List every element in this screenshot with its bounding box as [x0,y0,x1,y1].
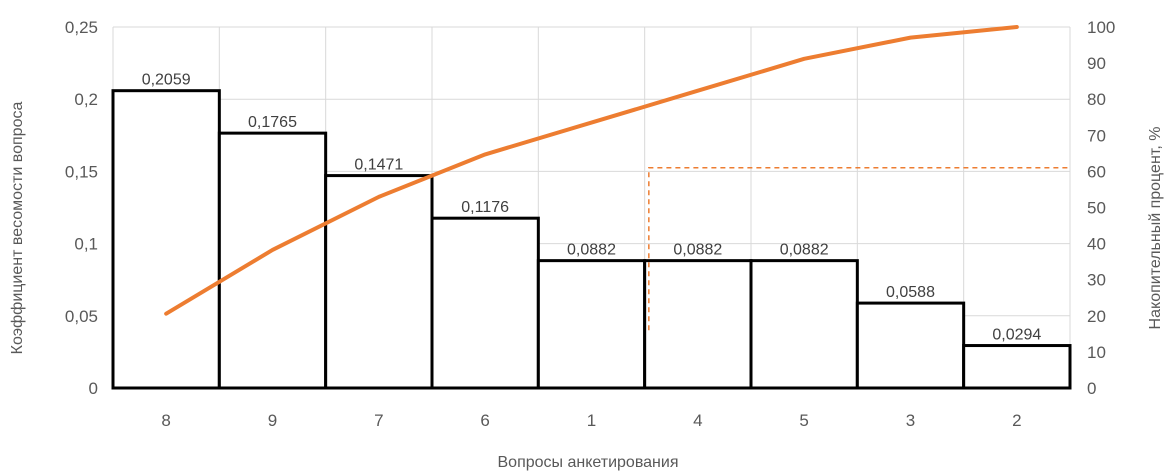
y2-tick-label: 20 [1087,307,1106,326]
y-axis-ticks: 0 0,05 0,1 0,15 0,2 0,25 [65,18,98,398]
data-label: 0,0882 [567,242,616,259]
y-tick-label: 0,15 [65,162,98,181]
y-tick-label: 0,25 [65,18,98,37]
x-tick-label: 5 [799,411,808,430]
y2-axis-ticks: 0 10 20 30 40 50 60 70 80 90 100 [1087,18,1115,398]
y-axis-title: Коэффициент весомости вопроса [9,102,26,355]
bar [324,174,434,390]
data-label: 0,0882 [673,242,722,259]
y-tick-label: 0,1 [74,235,98,254]
x-tick-label: 4 [693,411,702,430]
y2-axis-title: Накопительный процент, % [1147,127,1164,330]
y2-tick-label: 30 [1087,271,1106,290]
data-label: 0,1176 [461,199,509,216]
y2-tick-label: 40 [1087,235,1106,254]
x-tick-label: 7 [374,411,383,430]
bar [217,131,328,390]
x-axis-title: Вопросы анкетирования [498,454,679,471]
bar [643,259,753,390]
data-label: 0,1765 [248,114,297,131]
y2-tick-label: 0 [1087,379,1096,398]
bar [536,259,647,390]
data-label: 0,0294 [992,327,1041,344]
cumulative-line [164,25,1019,316]
y-tick-label: 0,2 [74,90,98,109]
bar [749,259,859,390]
bar [962,344,1072,390]
data-labels: 0,2059 0,1765 0,1471 0,1176 0,0882 0,0882 0,08… [142,72,1042,344]
bar [111,89,221,390]
x-axis-ticks: 8 9 7 6 1 4 5 3 2 [161,411,1021,430]
data-label: 0,1471 [354,157,403,174]
bar [855,301,966,390]
y2-tick-label: 50 [1087,199,1106,218]
y2-tick-label: 100 [1087,18,1115,37]
y-tick-label: 0,05 [65,307,98,326]
data-label: 0,0588 [886,284,935,301]
x-tick-label: 8 [161,411,170,430]
y2-tick-label: 70 [1087,126,1106,145]
y-tick-label: 0 [89,379,98,398]
y2-tick-label: 60 [1087,162,1106,181]
y2-tick-label: 90 [1087,54,1106,73]
data-label: 0,2059 [142,72,191,89]
data-label: 0,0882 [780,242,829,259]
x-tick-label: 9 [268,411,277,430]
x-tick-label: 3 [906,411,915,430]
x-tick-label: 1 [587,411,596,430]
bars [111,89,1072,390]
reference-line [648,167,1070,331]
x-tick-label: 2 [1012,411,1021,430]
reference-dashed-line [648,167,1070,331]
cumulative-percent-line [164,25,1019,316]
bar [430,216,540,390]
y2-tick-label: 10 [1087,343,1106,362]
x-tick-label: 6 [480,411,489,430]
y2-tick-label: 80 [1087,90,1106,109]
